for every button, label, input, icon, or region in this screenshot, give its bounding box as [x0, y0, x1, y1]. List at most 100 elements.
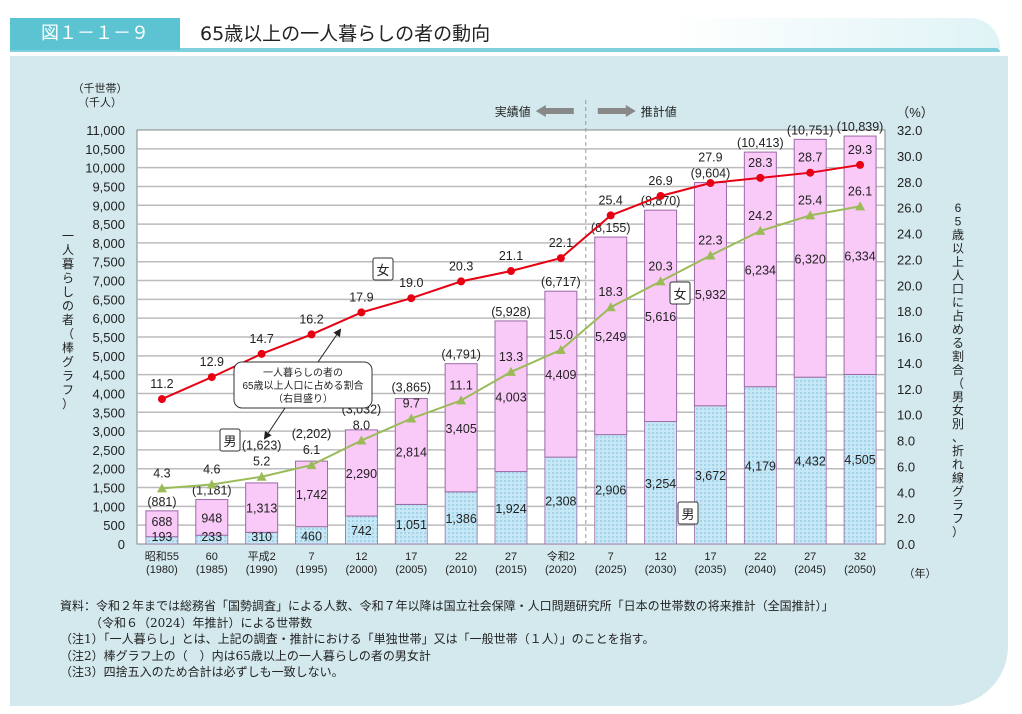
female-bar: [145, 510, 179, 538]
right-tick-label: 10.0: [897, 408, 922, 423]
x-tick-label: (2050): [844, 564, 876, 576]
female-value-label: 6,320: [795, 252, 826, 266]
left-axis-title-char: 棒: [62, 341, 74, 355]
x-tick-label: 22: [754, 551, 766, 563]
male-point: [855, 201, 866, 211]
x-tick-label: (2015): [495, 564, 527, 576]
female-point: [257, 349, 266, 358]
x-tick-label: (2020): [545, 564, 577, 576]
female-value-label: 1,742: [296, 488, 327, 502]
female-pct-label: 20.3: [449, 259, 473, 273]
male-pct-label: 4.6: [203, 462, 220, 476]
x-tick-label: (2030): [645, 564, 677, 576]
x-tick-label: 17: [704, 551, 716, 563]
female-value-label: 4,003: [495, 390, 526, 404]
x-tick-label: (2000): [346, 564, 378, 576]
right-axis-title-char: 男: [952, 390, 964, 404]
female-value-label: 688: [152, 515, 173, 529]
female-point: [157, 395, 166, 404]
male-bar: [793, 376, 827, 545]
right-tick-label: 20.0: [897, 278, 922, 293]
note-source: 資料：令和２年までは総務省「国勢調査」による人数、令和７年以降は国立社会保障・人…: [60, 599, 834, 613]
female-value-label: 2,290: [346, 467, 377, 481]
left-axis-title-char: フ: [62, 383, 74, 397]
right-axis-title-char: れ: [952, 458, 964, 472]
x-tick-label: 12: [355, 551, 367, 563]
left-tick-label: 4,500: [92, 368, 125, 383]
female-pct-label: 19.0: [399, 276, 423, 290]
male-bar: [843, 374, 877, 545]
female-value-label: 5,616: [645, 310, 676, 324]
male-value-label: 2,308: [545, 495, 576, 509]
male-value-label: 2,906: [595, 483, 626, 497]
female-point: [357, 308, 366, 317]
male-pct-label: 26.1: [848, 184, 872, 198]
female-pct-label: 22.1: [549, 236, 573, 250]
right-tick-label: 28.0: [897, 175, 922, 190]
left-axis-title-char: ラ: [62, 369, 74, 383]
male-point: [805, 210, 816, 220]
left-axis-title-char: 者: [62, 313, 74, 327]
male-value-label: 3,254: [645, 477, 676, 491]
left-tick-label: 5,000: [92, 349, 125, 364]
right-tick-label: 16.0: [897, 330, 922, 345]
male-pct-label: 4.3: [153, 466, 170, 480]
left-tick-label: 10,000: [85, 161, 125, 176]
x-tick-label: 令和2: [547, 549, 575, 563]
total-value-label: (5,928): [491, 305, 531, 319]
female-pct-label: 28.7: [798, 151, 822, 165]
total-value-label: (10,751): [787, 123, 834, 137]
total-value-label: (4,791): [441, 348, 481, 362]
female-bar: [494, 320, 528, 473]
x-tick-label: (1995): [296, 564, 328, 576]
female-point: [457, 277, 466, 286]
left-unit-label: （千人）: [78, 96, 122, 109]
total-value-label: (2,202): [292, 427, 332, 441]
header-band: [180, 18, 1000, 48]
right-tick-label: 4.0: [897, 485, 915, 500]
male-point: [156, 483, 167, 493]
male-value-label: 4,179: [745, 459, 776, 473]
male-pct-label: 6.1: [303, 443, 320, 457]
left-tick-label: 9,500: [92, 179, 125, 194]
male-series-label-2: 男: [681, 507, 694, 522]
left-tick-label: 4,000: [92, 386, 125, 401]
female-value-label: 6,234: [745, 263, 776, 277]
female-bar: [793, 138, 827, 378]
female-point: [706, 179, 715, 188]
female-bar: [743, 151, 777, 388]
right-axis-title-char: 5: [955, 215, 962, 229]
right-axis-title-char: グ: [952, 485, 964, 499]
male-value-label: 310: [251, 530, 272, 544]
female-point: [656, 191, 665, 200]
male-bar: [694, 405, 727, 545]
male-pct-label: 11.1: [449, 378, 472, 392]
left-tick-label: 11,000: [86, 123, 125, 138]
male-pct-label: 9.7: [403, 397, 420, 411]
right-axis-title-char: （: [952, 377, 964, 391]
female-pct-label: 16.2: [299, 312, 323, 326]
female-point: [307, 330, 316, 339]
female-bar: [644, 209, 678, 423]
right-tick-label: 22.0: [897, 252, 922, 267]
x-tick-label: 27: [505, 551, 517, 563]
male-point: [256, 471, 267, 481]
left-tick-label: 500: [103, 518, 125, 533]
right-axis-title-char: 女: [952, 403, 964, 418]
left-unit-label: （千世帯）: [73, 82, 128, 95]
male-pct-label: 13.3: [499, 350, 523, 364]
male-pct-label: 8.0: [353, 419, 370, 433]
right-axis-title-char: 人: [952, 269, 964, 283]
female-pct-label: 26.9: [648, 174, 672, 188]
male-point: [555, 344, 566, 354]
x-tick-label: (2005): [395, 564, 427, 576]
note-3: （注3）四捨五入のため合計は必ずしも一致しない。: [60, 665, 344, 679]
note-source-cont: （令和６（2024）年推計）による世帯数: [60, 615, 313, 630]
total-value-label: (6,717): [541, 275, 581, 289]
callout-text: 65歳以上人口に占める割合: [242, 379, 363, 392]
female-bar: [444, 363, 478, 493]
x-tick-label: 昭和55: [145, 550, 179, 563]
male-point: [356, 435, 367, 445]
